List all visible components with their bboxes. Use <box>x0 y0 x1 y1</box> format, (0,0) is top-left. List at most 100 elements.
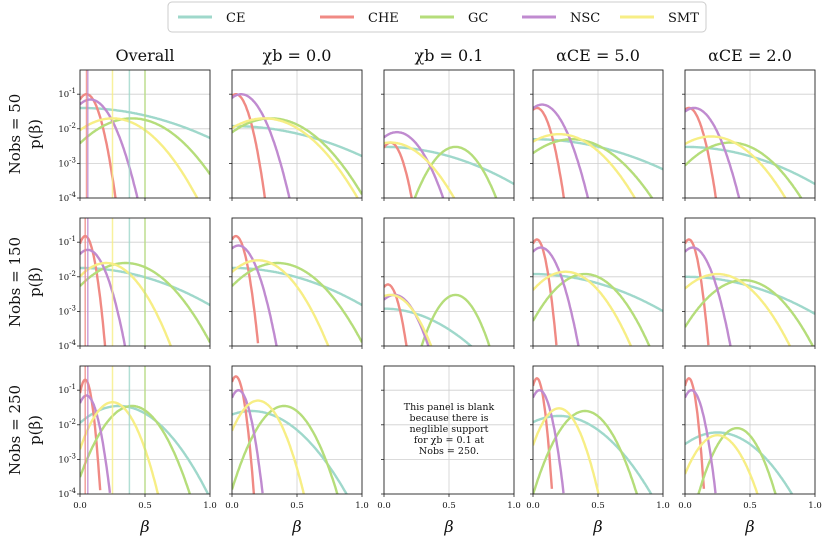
series-line-gc <box>232 261 362 343</box>
y-tick-label: 10-2 <box>58 270 76 283</box>
column-title-4: αCE = 2.0 <box>708 46 792 65</box>
x-tick-label: 1.0 <box>507 501 521 511</box>
series-line-gc <box>80 404 192 494</box>
y-tick-label: 10-1 <box>58 235 76 248</box>
legend-label-ce: CE <box>226 11 245 26</box>
x-tick-label: 0.5 <box>743 501 757 511</box>
x-tick-label: 1.0 <box>355 501 369 511</box>
series-line-gc <box>533 272 651 346</box>
series-line-nsc <box>533 246 580 346</box>
series-line-nsc <box>80 98 139 198</box>
series-line-smt <box>384 141 456 198</box>
series-line-smt <box>685 135 787 198</box>
series-line-che <box>685 377 706 489</box>
series-line-nsc <box>533 388 565 494</box>
series-line-nsc <box>533 103 590 198</box>
series-line-smt <box>232 117 359 198</box>
series-line-nsc <box>685 388 717 494</box>
series-group <box>685 238 815 346</box>
y-tick-label: 10-4 <box>58 487 76 500</box>
series-group <box>232 234 362 346</box>
x-tick-label: 1.0 <box>203 501 217 511</box>
panel-r0-c4 <box>682 69 816 201</box>
row-label-1: Nobs = 150 <box>6 237 24 327</box>
legend-label-gc: GC <box>468 11 488 26</box>
series-line-gc <box>413 145 498 198</box>
ylabel-0: p(β) <box>26 119 44 149</box>
series-line-che <box>533 377 554 489</box>
column-title-2: χb = 0.1 <box>415 46 484 65</box>
series-line-nsc <box>232 388 264 494</box>
series-line-che <box>80 234 107 346</box>
series-line-ce <box>533 414 653 494</box>
series-group <box>384 130 514 198</box>
series-line-smt <box>685 434 759 494</box>
legend-label-smt: SMT <box>668 11 699 26</box>
blank-note-line-2: neglible support <box>410 424 489 435</box>
row-label-2: Nobs = 250 <box>6 385 24 475</box>
panel-r1-c1 <box>229 217 363 349</box>
panel-r0-c1 <box>229 69 363 201</box>
series-line-nsc <box>232 244 278 346</box>
series-line-smt <box>80 261 173 346</box>
series-group <box>685 106 815 198</box>
y-tick-label: 10-4 <box>58 339 76 352</box>
series-line-smt <box>533 133 637 198</box>
ylabel-1: p(β) <box>26 267 44 297</box>
column-title-0: Overall <box>115 46 174 65</box>
column-title-3: αCE = 5.0 <box>556 46 640 65</box>
series-line-che <box>685 238 710 346</box>
series-line-che <box>384 141 413 198</box>
panel-r0-c3 <box>530 69 664 201</box>
series-line-gc <box>420 293 491 346</box>
y-tick-label: 10-2 <box>58 418 76 431</box>
series-line-smt <box>384 293 433 346</box>
x-tick-label: 0.0 <box>526 501 540 511</box>
series-group <box>80 218 210 346</box>
series-line-smt <box>232 259 330 346</box>
xlabel-4: β <box>744 517 754 536</box>
series-group <box>533 238 663 346</box>
xlabel-1: β <box>291 517 301 536</box>
blank-note-line-4: Nobs = 250. <box>419 446 479 457</box>
y-tick-label: 10-4 <box>58 191 76 204</box>
x-tick-label: 0.0 <box>73 501 87 511</box>
series-group <box>232 93 362 198</box>
series-group <box>384 283 491 346</box>
xlabel-3: β <box>592 517 602 536</box>
series-line-che <box>80 378 102 491</box>
x-tick-label: 0.0 <box>377 501 391 511</box>
series-group <box>232 375 348 494</box>
x-tick-label: 0.5 <box>591 501 605 511</box>
series-line-gc <box>685 278 815 346</box>
panel-r0-c0: 10-4 10-3 10-2 10-1 <box>58 69 211 204</box>
x-tick-label: 0.5 <box>442 501 456 511</box>
legend-label-nsc: NSC <box>570 11 600 26</box>
series-group <box>685 377 794 494</box>
blank-note-line-1: because there is <box>410 413 489 424</box>
series-line-smt <box>533 407 600 494</box>
x-tick-label: 1.0 <box>656 501 670 511</box>
series-line-che <box>533 106 566 198</box>
xlabel-2: β <box>443 517 453 536</box>
blank-note-line-0: This panel is blank <box>404 402 495 413</box>
panel-r1-c3 <box>530 217 664 349</box>
y-tick-label: 10-1 <box>58 87 76 100</box>
series-line-ce <box>685 275 815 315</box>
panel-r1-c0: 10-4 10-3 10-2 10-1 <box>58 217 211 352</box>
panel-r2-c1: 0.0 0.5 1.0 <box>225 365 369 511</box>
series-group <box>533 103 663 198</box>
series-group <box>80 366 210 494</box>
legend: CE CHE GC NSC SMT <box>167 1 707 33</box>
series-line-smt <box>533 270 633 346</box>
axis-labels: Overall χb = 0.0 χb = 0.1 αCE = 5.0 αCE = 2.… <box>6 46 792 536</box>
series-line-che <box>533 238 558 346</box>
series-line-smt <box>232 399 306 494</box>
panel-r2-c4: 0.0 0.5 1.0 <box>678 365 822 511</box>
blank-note-line-3: for χb = 0.1 at <box>414 435 484 446</box>
series-line-gc <box>533 409 639 494</box>
x-tick-label: 0.5 <box>138 501 152 511</box>
series-line-ce <box>685 431 794 494</box>
